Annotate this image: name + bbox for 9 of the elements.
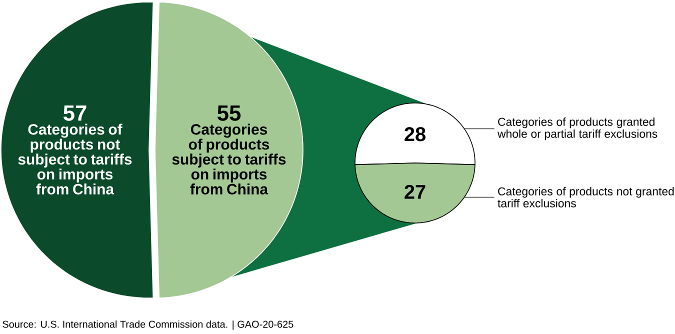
data-label: 55 (217, 106, 241, 121)
slice-label: Categories of products not granted tariff exclusions (498, 187, 674, 208)
slice-label: Categories of products subject to tariffs on imports from China (172, 124, 286, 194)
data-label: 27 (404, 184, 426, 199)
data-label: 28 (404, 127, 426, 142)
slice-label: Categories of products not subject to tariffs on imports from China (18, 124, 132, 194)
slice-label: Categories of products granted whole or partial tariff exclusions (497, 117, 658, 140)
source-note: Source: U.S. International Trade Commission data. | GAO-20-625 (2, 320, 294, 330)
data-label: 57 (63, 106, 86, 121)
